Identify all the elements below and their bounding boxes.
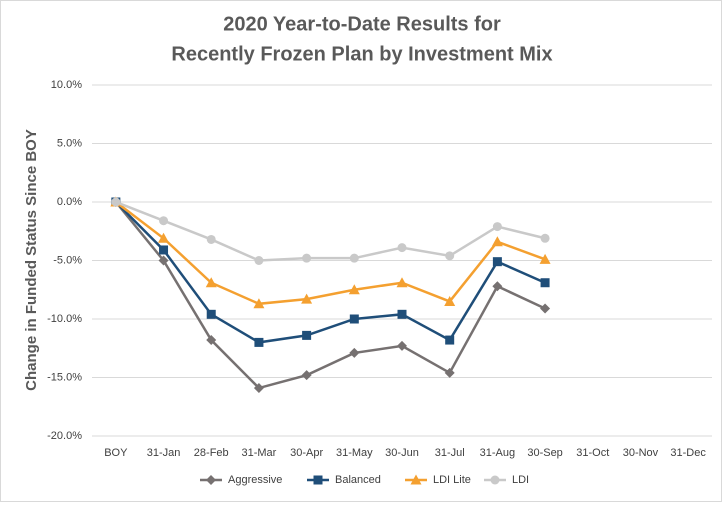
marker (410, 474, 422, 485)
marker (397, 340, 407, 351)
x-tick-label: 31-Mar (242, 447, 277, 459)
marker (205, 277, 217, 288)
marker (540, 278, 550, 288)
marker (158, 232, 170, 243)
marker (206, 335, 217, 346)
x-tick-label: 31-Jul (435, 447, 465, 459)
x-tick-label: 31-Oct (576, 447, 609, 459)
y-tick-label: -15.0% (47, 371, 82, 383)
marker (254, 256, 264, 265)
marker (397, 309, 407, 319)
marker (302, 330, 312, 340)
y-tick-label: -20.0% (47, 430, 82, 442)
x-tick-label: 31-Aug (480, 447, 515, 459)
x-tick-label: 31-May (336, 447, 373, 459)
x-tick-label: 30-Apr (290, 447, 323, 459)
x-tick-label: 30-Jun (385, 447, 419, 459)
marker (539, 253, 551, 264)
x-tick-label: 28-Feb (194, 447, 229, 459)
x-tick-label: 30-Nov (623, 447, 659, 459)
marker (445, 335, 455, 345)
marker (206, 475, 216, 485)
chart-title: Recently Frozen Plan by Investment Mix (171, 43, 552, 65)
y-tick-label: 0.0% (57, 196, 82, 208)
marker (492, 257, 502, 267)
marker (301, 293, 313, 304)
marker (491, 236, 503, 247)
y-tick-label: 10.0% (51, 79, 82, 91)
marker (253, 298, 265, 309)
marker (159, 245, 169, 255)
x-tick-label: 31-Jan (147, 447, 181, 459)
marker (444, 295, 456, 306)
marker (348, 284, 360, 295)
legend-label: Balanced (335, 474, 381, 486)
marker (301, 370, 312, 381)
legend-label: Aggressive (228, 474, 282, 486)
chart-title: 2020 Year-to-Date Results for (223, 13, 501, 35)
series-line (114, 201, 546, 344)
legend-label: LDI (512, 474, 529, 486)
marker (302, 253, 312, 263)
marker (445, 251, 455, 261)
marker (313, 475, 323, 485)
marker (254, 337, 264, 347)
marker (490, 475, 500, 485)
marker (206, 234, 216, 244)
y-tick-label: 5.0% (57, 137, 82, 149)
marker (540, 303, 551, 314)
marker (492, 281, 503, 292)
marker (253, 383, 264, 394)
x-tick-label: 31-Dec (670, 447, 706, 459)
marker (159, 216, 169, 226)
legend-label: LDI Lite (433, 474, 471, 486)
x-tick-label: BOY (104, 447, 128, 459)
marker (158, 255, 169, 266)
marker (349, 253, 359, 263)
marker (396, 277, 408, 288)
y-axis-label: Change in Funded Status Since BOY (23, 129, 40, 391)
series-line (115, 201, 546, 306)
marker (444, 367, 455, 378)
marker (206, 309, 216, 319)
marker (349, 347, 360, 358)
marker (349, 314, 359, 324)
x-tick-label: 30-Sep (527, 447, 562, 459)
series-line (115, 200, 546, 262)
marker (397, 243, 407, 253)
y-tick-label: -10.0% (47, 313, 82, 325)
marker (492, 222, 502, 232)
marker (111, 197, 121, 207)
y-tick-label: -5.0% (53, 254, 82, 266)
marker (540, 233, 550, 243)
series-line (114, 201, 546, 390)
